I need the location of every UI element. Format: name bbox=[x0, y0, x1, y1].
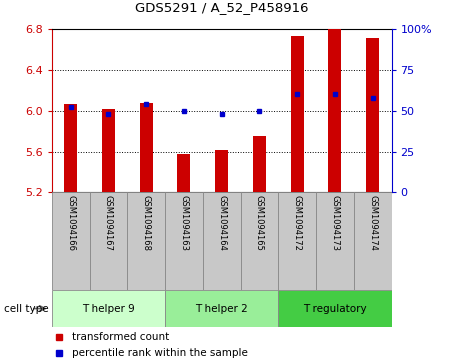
Bar bbox=[52, 192, 90, 290]
Bar bbox=[177, 154, 190, 192]
Text: GDS5291 / A_52_P458916: GDS5291 / A_52_P458916 bbox=[135, 1, 308, 15]
Bar bbox=[366, 38, 379, 192]
Text: GSM1094166: GSM1094166 bbox=[66, 195, 75, 251]
Bar bbox=[240, 192, 278, 290]
Bar bbox=[64, 103, 77, 192]
Bar bbox=[215, 150, 228, 192]
Text: GSM1094167: GSM1094167 bbox=[104, 195, 113, 251]
Bar bbox=[354, 192, 392, 290]
Text: percentile rank within the sample: percentile rank within the sample bbox=[72, 348, 248, 358]
Text: GSM1094168: GSM1094168 bbox=[142, 195, 151, 251]
Text: GSM1094173: GSM1094173 bbox=[330, 195, 339, 251]
Bar bbox=[165, 192, 203, 290]
Bar bbox=[90, 192, 127, 290]
Bar bbox=[316, 192, 354, 290]
Text: transformed count: transformed count bbox=[72, 332, 169, 342]
Text: T helper 2: T helper 2 bbox=[195, 303, 248, 314]
Text: GSM1094165: GSM1094165 bbox=[255, 195, 264, 251]
Bar bbox=[291, 36, 304, 192]
Bar bbox=[127, 192, 165, 290]
Text: GSM1094164: GSM1094164 bbox=[217, 195, 226, 251]
Bar bbox=[102, 109, 115, 192]
Text: T helper 9: T helper 9 bbox=[82, 303, 135, 314]
Text: GSM1094174: GSM1094174 bbox=[368, 195, 377, 251]
Text: T regulatory: T regulatory bbox=[303, 303, 367, 314]
Bar bbox=[253, 136, 266, 192]
Text: cell type: cell type bbox=[4, 303, 49, 314]
Text: GSM1094163: GSM1094163 bbox=[180, 195, 189, 251]
Text: GSM1094172: GSM1094172 bbox=[292, 195, 302, 251]
Bar bbox=[52, 290, 165, 327]
Bar bbox=[278, 290, 392, 327]
Bar bbox=[203, 192, 240, 290]
Bar bbox=[328, 29, 342, 192]
Bar bbox=[165, 290, 278, 327]
Bar bbox=[278, 192, 316, 290]
Bar bbox=[140, 102, 153, 192]
